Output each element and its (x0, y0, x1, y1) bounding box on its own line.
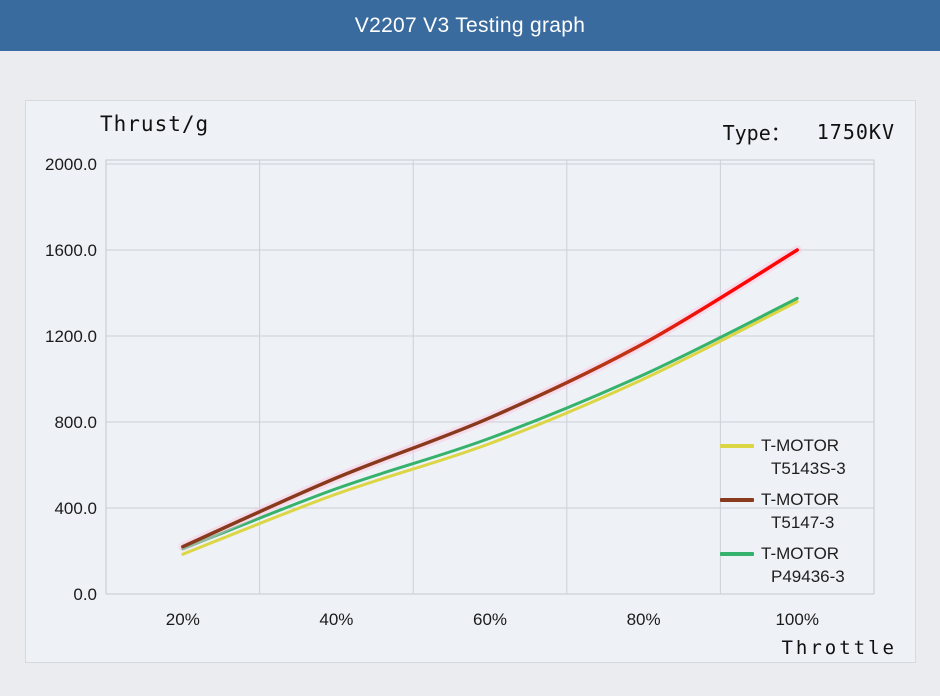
y-tick-label: 2000.0 (45, 155, 97, 174)
legend-label: T-MOTOR P49436-3 (761, 544, 845, 586)
y-tick-label: 1600.0 (45, 241, 97, 260)
series-glow (178, 245, 802, 552)
type-value: 1750KV (816, 119, 895, 144)
x-tick-label: 80% (627, 610, 661, 629)
legend-item: T-MOTOR T5143S-3 (720, 434, 915, 480)
x-tick-label: 20% (166, 610, 200, 629)
series-line-p49436-3 (181, 296, 799, 551)
page-title: V2207 V3 Testing graph (354, 13, 586, 37)
series-line-t5147-3 (181, 248, 799, 549)
motor-type-row: Type： 1750KV (723, 117, 895, 146)
x-axis-title: Throttle (781, 637, 897, 659)
y-tick-label: 800.0 (54, 413, 97, 432)
x-tick-label: 60% (473, 610, 507, 629)
x-tick-label: 100% (775, 610, 818, 629)
legend-line-swatch (720, 498, 754, 502)
legend-line-swatch (720, 444, 754, 448)
y-tick-label: 400.0 (54, 499, 97, 518)
legend-item: T-MOTOR P49436-3 (720, 542, 915, 588)
y-tick-label: 1200.0 (45, 327, 97, 346)
plot-border (105, 159, 875, 595)
app-header: V2207 V3 Testing graph (0, 0, 940, 51)
chart-legend: T-MOTOR T5143S-3 T-MOTOR T5147-3 T-MOTOR P494… (720, 434, 915, 596)
type-label: Type： (722, 121, 791, 145)
thrust-chart: 2000.0 1600.0 1200.0 800.0 400.0 0.0 20% 40% 60%… (45, 155, 875, 629)
legend-label: T-MOTOR T5147-3 (761, 490, 840, 532)
series-line-t5143s-3 (181, 300, 799, 556)
legend-line-swatch (720, 552, 754, 556)
legend-label: T-MOTOR T5143S-3 (761, 436, 846, 478)
x-tick-label: 40% (319, 610, 353, 629)
y-axis-title: Thrust/g (100, 112, 210, 136)
y-tick-label: 0.0 (73, 585, 97, 604)
chart-card: 2000.0 1600.0 1200.0 800.0 400.0 0.0 20% 40% 60%… (25, 100, 916, 663)
legend-item: T-MOTOR T5147-3 (720, 488, 915, 534)
